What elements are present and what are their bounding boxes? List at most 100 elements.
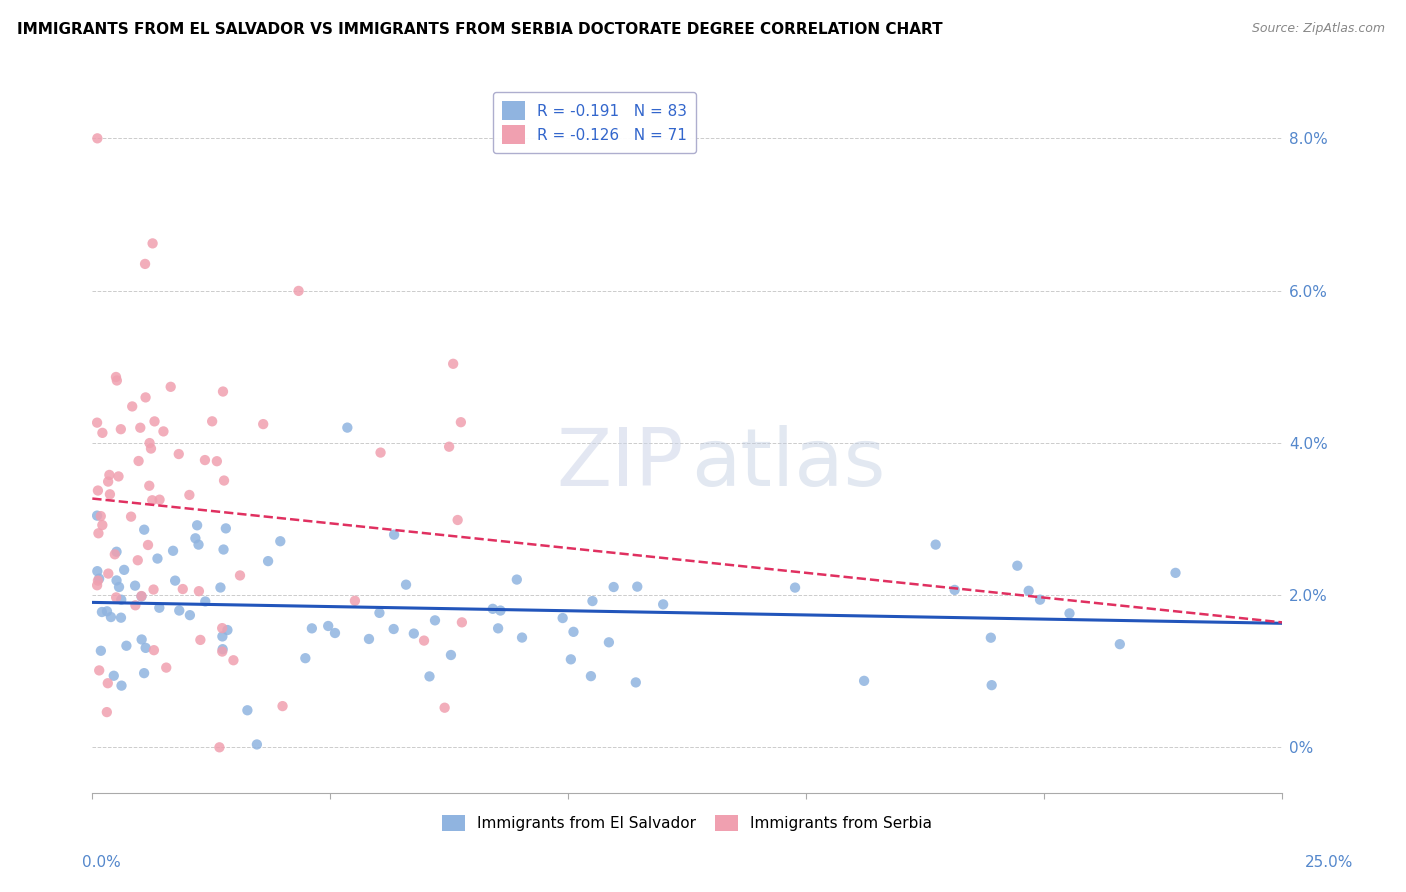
Point — [90, 509, 112, 524]
Point — [115, 639, 138, 653]
Point — [139, 442, 162, 456]
Point — [980, 631, 1002, 645]
Point — [148, 600, 170, 615]
Point — [86, 564, 108, 578]
Point — [86, 578, 108, 592]
Point — [179, 488, 201, 502]
Point — [418, 669, 440, 683]
Point — [86, 131, 108, 145]
Point — [131, 632, 153, 647]
Point — [148, 492, 170, 507]
Point — [132, 666, 155, 681]
Point — [186, 518, 208, 533]
Point — [1059, 607, 1081, 621]
Point — [440, 648, 463, 662]
Point — [105, 574, 128, 588]
Point — [135, 391, 157, 405]
Point — [316, 619, 339, 633]
Point — [124, 599, 146, 613]
Point — [121, 400, 143, 414]
Point — [481, 602, 503, 616]
Point — [110, 422, 132, 436]
Point — [127, 553, 149, 567]
Point — [86, 508, 108, 523]
Point — [562, 624, 585, 639]
Point — [134, 523, 156, 537]
Point — [159, 380, 181, 394]
Point — [211, 642, 233, 657]
Point — [91, 425, 114, 440]
Point — [229, 568, 252, 582]
Point — [205, 454, 228, 468]
Point — [551, 611, 574, 625]
Point — [129, 421, 152, 435]
Point — [598, 635, 620, 649]
Point — [271, 699, 294, 714]
Point — [506, 573, 529, 587]
Point — [108, 580, 131, 594]
Point — [486, 621, 509, 635]
Point — [395, 577, 418, 591]
Point — [96, 705, 118, 719]
Point — [1018, 583, 1040, 598]
Point — [96, 604, 118, 618]
Point — [602, 580, 624, 594]
Point — [167, 603, 190, 617]
Point — [209, 581, 232, 595]
Point — [97, 566, 120, 581]
Point — [451, 615, 474, 630]
Point — [581, 594, 603, 608]
Point — [212, 384, 235, 399]
Point — [450, 415, 472, 429]
Point — [124, 579, 146, 593]
Point — [924, 538, 946, 552]
Point — [211, 621, 233, 635]
Point — [91, 518, 114, 533]
Point — [190, 632, 212, 647]
Point — [217, 623, 239, 637]
Point — [120, 509, 142, 524]
Point — [87, 526, 110, 541]
Point — [165, 574, 187, 588]
Point — [138, 479, 160, 493]
Point — [208, 740, 231, 755]
Point — [579, 669, 602, 683]
Point — [98, 467, 121, 482]
Point — [105, 545, 128, 559]
Point — [194, 594, 217, 608]
Point — [626, 580, 648, 594]
Point — [783, 581, 806, 595]
Point — [142, 643, 165, 657]
Point — [112, 563, 135, 577]
Point — [510, 631, 533, 645]
Point — [212, 474, 235, 488]
Point — [246, 738, 269, 752]
Point — [131, 590, 153, 604]
Point — [236, 703, 259, 717]
Point — [135, 640, 157, 655]
Point — [252, 417, 274, 431]
Point — [142, 236, 165, 251]
Point — [104, 547, 127, 561]
Point — [269, 534, 291, 549]
Point — [172, 582, 194, 596]
Point — [107, 469, 129, 483]
Point — [382, 622, 405, 636]
Point — [194, 453, 217, 467]
Point — [336, 420, 359, 434]
Point — [100, 610, 122, 624]
Point — [943, 582, 966, 597]
Point — [441, 357, 464, 371]
Text: ZIP: ZIP — [557, 425, 683, 503]
Point — [624, 675, 647, 690]
Point — [382, 527, 405, 541]
Point — [103, 669, 125, 683]
Point — [201, 414, 224, 428]
Point — [370, 445, 392, 459]
Point — [105, 591, 128, 605]
Point — [446, 513, 468, 527]
Point — [187, 584, 209, 599]
Point — [301, 621, 323, 635]
Point — [257, 554, 280, 568]
Point — [287, 284, 309, 298]
